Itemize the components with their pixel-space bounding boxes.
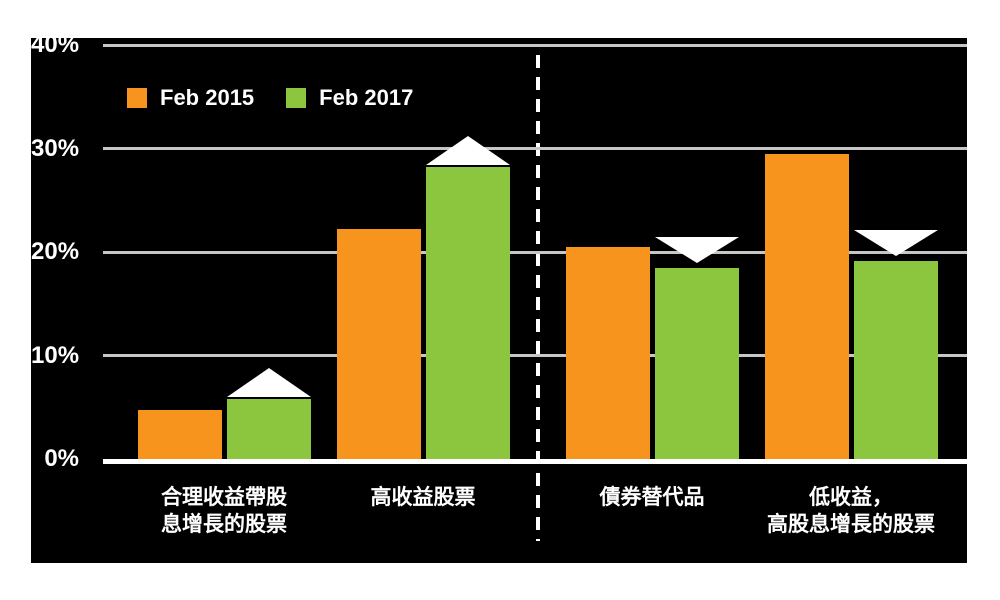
x-category-label-4: 低收益， 高股息增長的股票	[701, 484, 1000, 538]
bar-feb2017-category-2	[425, 167, 510, 459]
bar-feb2015-category-4	[764, 154, 849, 459]
legend-swatch-feb-2015	[127, 88, 147, 108]
y-gridline-40pct	[103, 43, 967, 47]
x-category-label-2: 高收益股票	[273, 484, 573, 511]
bar-feb2017-category-3	[654, 268, 739, 459]
bar-feb2015-category-3	[565, 247, 650, 459]
up-arrow-icon	[425, 136, 510, 165]
y-tick-label-10pct: 10%	[31, 341, 80, 369]
legend-label: Feb 2015	[160, 85, 255, 110]
x-category-label-line: 低收益，	[809, 486, 893, 509]
legend-swatch-feb-2017	[286, 88, 307, 108]
bar-feb2015-category-1	[137, 410, 222, 459]
bar-feb2015-category-2	[336, 229, 421, 459]
x-axis-line	[103, 459, 967, 464]
down-arrow-icon	[853, 230, 938, 256]
y-gridline-30pct	[103, 147, 967, 150]
legend-label: Feb 2017	[319, 85, 414, 110]
legend-item-feb-2015: Feb 2015	[127, 87, 254, 109]
x-category-label-3: 債券替代品	[502, 484, 802, 511]
down-arrow-icon	[654, 237, 739, 263]
chart-panel: Feb 2015 Feb 2017 0% 10% 20% 30% 40% 合理收益帶股 息增長…	[31, 33, 967, 563]
x-category-label-line: 債券替代品	[599, 486, 705, 509]
legend: Feb 2015 Feb 2017	[127, 87, 413, 109]
y-gridline-10pct	[103, 354, 967, 357]
y-gridline-20pct	[103, 250, 967, 254]
x-category-label-1: 合理收益帶股 息增長的股票	[74, 484, 374, 538]
y-tick-label-40pct: 40%	[31, 31, 80, 58]
y-tick-label-0pct: 0%	[44, 445, 79, 472]
legend-item-feb-2017: Feb 2017	[286, 87, 413, 109]
y-tick-label-20pct: 20%	[31, 238, 80, 265]
x-category-label-line: 高股息增長的股票	[767, 513, 935, 536]
x-category-label-line: 息增長的股票	[161, 513, 287, 536]
bar-feb2017-category-1	[226, 399, 311, 459]
x-category-label-line: 高收益股票	[370, 486, 476, 509]
y-tick-label-30pct: 30%	[31, 134, 80, 162]
bar-feb2017-category-4	[853, 261, 938, 459]
x-category-label-line: 合理收益帶股	[161, 486, 287, 509]
up-arrow-icon	[226, 368, 311, 397]
dashed-separator-line	[536, 55, 540, 541]
plot-area: Feb 2015 Feb 2017 0% 10% 20% 30% 40% 合理收益帶股 息增長…	[31, 33, 967, 563]
